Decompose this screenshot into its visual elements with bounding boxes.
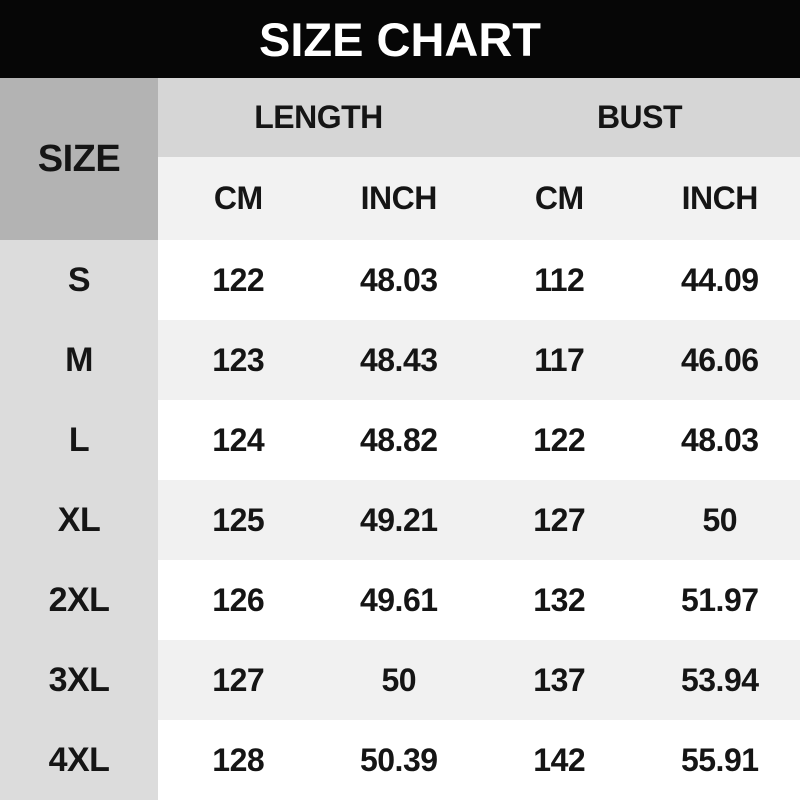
- page-title: SIZE CHART: [259, 12, 541, 66]
- row-label-m: M: [0, 320, 158, 400]
- size-table: SIZE LENGTH BUST CM INCH CM INCH S 122 4…: [0, 78, 800, 800]
- cell-length-cm: 123: [158, 320, 319, 400]
- row-label-3xl: 3XL: [0, 640, 158, 720]
- cell-length-cm: 127: [158, 640, 319, 720]
- cell-bust-cm: 112: [479, 240, 640, 320]
- cell-bust-cm: 117: [479, 320, 640, 400]
- cell-bust-inch: 46.06: [639, 320, 800, 400]
- column-header-length-inch: INCH: [318, 157, 479, 240]
- column-header-length-cm: CM: [158, 157, 319, 240]
- row-label-s: S: [0, 240, 158, 320]
- column-group-bust: BUST: [479, 78, 800, 157]
- cell-length-cm: 125: [158, 480, 319, 560]
- cell-length-cm: 126: [158, 560, 319, 640]
- row-label-2xl: 2XL: [0, 560, 158, 640]
- title-banner: SIZE CHART: [0, 0, 800, 78]
- cell-bust-cm: 127: [479, 480, 640, 560]
- cell-bust-cm: 122: [479, 400, 640, 480]
- cell-length-cm: 128: [158, 720, 319, 800]
- cell-bust-cm: 137: [479, 640, 640, 720]
- cell-bust-inch: 50: [639, 480, 800, 560]
- cell-bust-inch: 51.97: [639, 560, 800, 640]
- cell-bust-inch: 44.09: [639, 240, 800, 320]
- row-label-l: L: [0, 400, 158, 480]
- row-label-xl: XL: [0, 480, 158, 560]
- cell-length-inch: 49.21: [318, 480, 479, 560]
- cell-length-inch: 48.43: [318, 320, 479, 400]
- cell-bust-inch: 55.91: [639, 720, 800, 800]
- column-header-bust-inch: INCH: [639, 157, 800, 240]
- cell-bust-inch: 53.94: [639, 640, 800, 720]
- column-header-size: SIZE: [0, 78, 158, 240]
- row-label-4xl: 4XL: [0, 720, 158, 800]
- cell-length-inch: 48.03: [318, 240, 479, 320]
- cell-length-cm: 122: [158, 240, 319, 320]
- cell-length-inch: 50.39: [318, 720, 479, 800]
- cell-bust-cm: 132: [479, 560, 640, 640]
- column-header-bust-cm: CM: [479, 157, 640, 240]
- cell-length-inch: 49.61: [318, 560, 479, 640]
- cell-length-cm: 124: [158, 400, 319, 480]
- cell-length-inch: 48.82: [318, 400, 479, 480]
- cell-bust-inch: 48.03: [639, 400, 800, 480]
- column-group-length: LENGTH: [158, 78, 479, 157]
- cell-bust-cm: 142: [479, 720, 640, 800]
- cell-length-inch: 50: [318, 640, 479, 720]
